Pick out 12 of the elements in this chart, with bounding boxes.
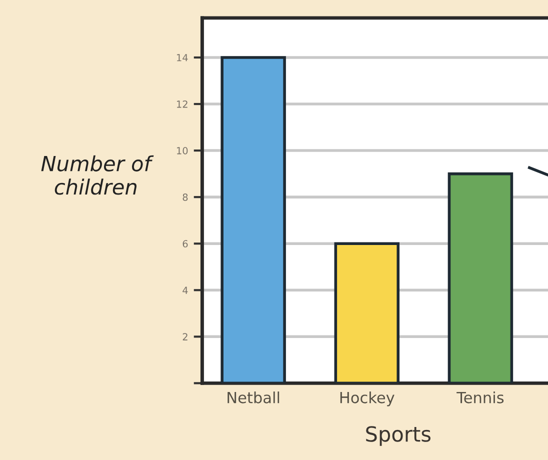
x-tick-label: Tennis (456, 392, 504, 404)
y-axis-title: Number of children (41, 155, 154, 195)
y-tick-label: 8 (182, 194, 188, 201)
y-tick-label: 14 (177, 54, 188, 62)
y-tick-label: 4 (182, 286, 188, 294)
x-tick-label: Hockey (340, 392, 394, 406)
y-tick-label: 12 (177, 100, 188, 108)
y-tick-label: 2 (182, 333, 188, 340)
y-tick-label: 6 (182, 240, 188, 248)
y-tick-label: 10 (177, 147, 188, 154)
x-tick-label: Netball (228, 392, 280, 404)
x-axis-title: Sports (366, 426, 430, 446)
